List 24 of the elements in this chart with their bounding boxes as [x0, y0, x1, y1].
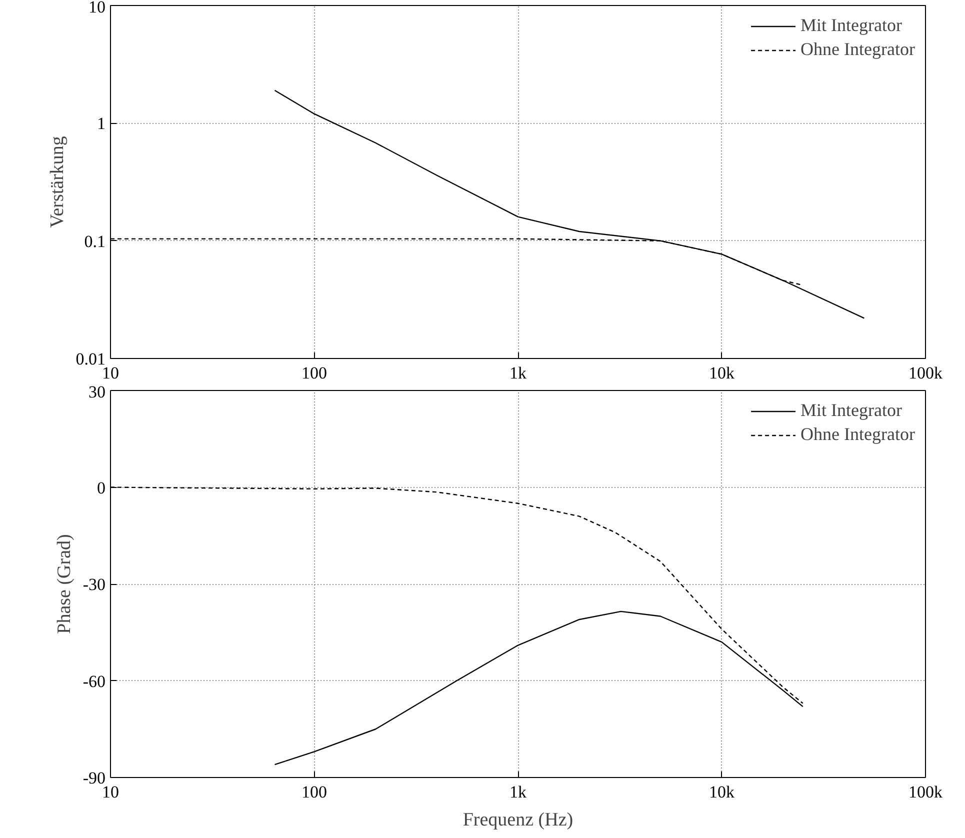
y-tick-label: -30 — [82, 575, 106, 594]
y-tick-label: -90 — [82, 768, 106, 788]
y-tick-label: 0 — [97, 478, 106, 498]
legend-label: Ohne Integrator — [800, 424, 915, 445]
x-axis-title: Frequenz (Hz) — [462, 810, 574, 830]
y-tick-label: 1 — [97, 114, 106, 134]
y-axis-title: Phase (Grad) — [54, 534, 75, 634]
legend-label: Mit Integrator — [800, 400, 902, 421]
x-tick-label: 100 — [302, 364, 327, 382]
y-tick-label: -60 — [82, 672, 106, 691]
x-tick-label: 10k — [709, 364, 735, 382]
y-tick-label: 0.1 — [84, 232, 106, 251]
y-tick-label: 30 — [88, 382, 106, 402]
x-tick-label: 100 — [302, 782, 327, 802]
x-tick-label: 100k — [908, 782, 943, 802]
legend-label: Mit Integrator — [800, 15, 902, 36]
x-tick-label: 100k — [908, 364, 943, 382]
y-tick-label: 0.01 — [76, 350, 106, 368]
legend-label: Ohne Integrator — [800, 39, 915, 60]
y-tick-label: 10 — [88, 0, 106, 16]
y-axis-title: Verstärkung — [46, 136, 68, 228]
x-tick-label: 10k — [709, 782, 735, 802]
x-tick-label: 1k — [510, 782, 527, 802]
x-tick-label: 1k — [510, 364, 527, 382]
